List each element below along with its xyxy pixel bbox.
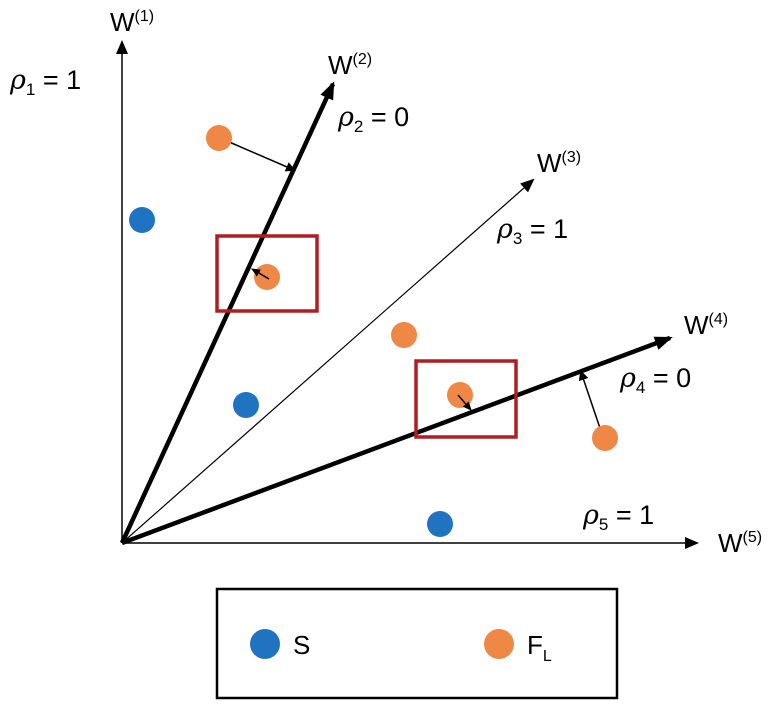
projection-arrow-top <box>219 137 296 172</box>
fl-point <box>391 322 417 348</box>
axis-w3-line <box>121 178 535 544</box>
axis-label-w5: W(5) <box>718 528 762 558</box>
axis-w2-line <box>119 81 336 544</box>
s-point <box>427 511 453 537</box>
axis-label-w4: W(4) <box>684 310 728 340</box>
legend-fl-marker <box>484 629 514 659</box>
axis-label-w2: W(2) <box>328 50 372 80</box>
legend-frame <box>215 587 619 700</box>
rho-label-3: ρ3 = 1 <box>496 214 568 248</box>
axis-label-w1: W(1) <box>110 7 154 37</box>
rho-label-1: ρ1 = 1 <box>9 65 81 99</box>
small-arrow-box2 <box>457 394 472 411</box>
s-point <box>129 207 155 233</box>
rho-label-5: ρ5 = 1 <box>582 500 654 534</box>
legend: S FL <box>215 587 619 700</box>
rho-label-2: ρ2 = 0 <box>337 102 409 136</box>
fl-point <box>592 425 618 451</box>
projection-arrow-right <box>578 370 604 438</box>
small-arrow-box1 <box>251 268 270 280</box>
highlight-box <box>215 234 319 313</box>
legend-fl-label: FL <box>527 630 552 665</box>
axis-label-w3: W(3) <box>537 148 581 178</box>
fl-point <box>447 382 473 408</box>
s-point <box>233 392 259 418</box>
axis-w4-line <box>121 335 673 546</box>
highlight-box <box>414 359 518 439</box>
fl-point <box>206 125 232 151</box>
rho-label-4: ρ4 = 0 <box>619 363 691 397</box>
legend-s-label: S <box>293 630 310 660</box>
legend-s-marker <box>250 629 280 659</box>
